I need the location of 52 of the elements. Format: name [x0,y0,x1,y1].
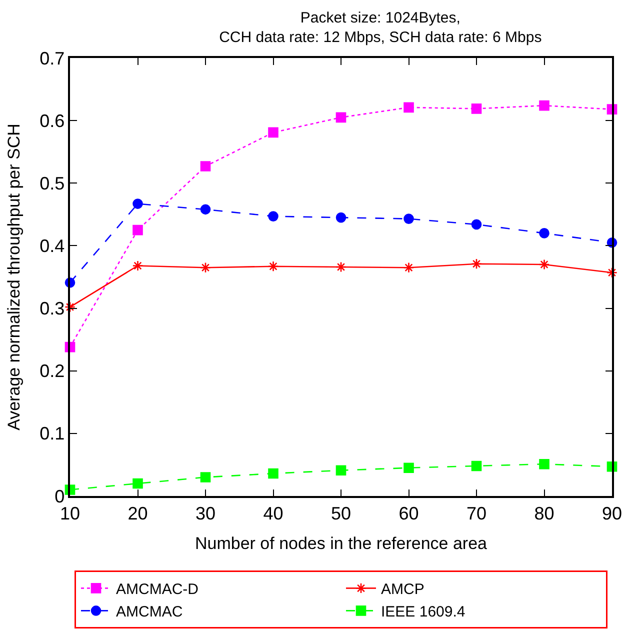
point [132,198,143,209]
x-tick-label: 30 [195,503,216,524]
point [132,224,143,236]
point [471,219,482,230]
point [336,112,346,123]
point [538,259,550,270]
point [471,104,482,114]
point [336,465,346,476]
point [64,302,76,312]
y-tick-label: 0.2 [40,361,65,382]
x-tick-label: 50 [330,503,352,524]
legend-label: AMCP [381,581,424,598]
point [200,262,211,274]
point [336,262,346,272]
point [200,161,211,172]
point [200,204,211,215]
y-axis-title: Average normalized throughput per SCH [4,124,24,430]
point [200,472,211,482]
legend-label: AMCMAC [116,604,183,621]
y-tick-label: 0.7 [40,48,65,68]
point [268,468,278,479]
point [404,102,414,113]
y-tick-label: 0.5 [40,173,65,194]
y-tick-label: 0.1 [40,424,65,444]
x-axis-title: Number of nodes in the reference area [194,534,488,554]
point [268,211,278,222]
point [471,258,482,270]
point [268,260,279,272]
point [471,460,482,472]
point [539,458,550,470]
legend-label: AMCMAC-D [116,581,199,598]
y-tick-label: 0.4 [40,236,65,256]
x-tick-label: 90 [602,503,622,524]
chart-title: Packet size: 1024Bytes, CCH data rate: 12 Mbps, SCH data rate: 6 Mbps [219,9,542,46]
y-tick-label: 0.6 [40,110,65,131]
point [404,462,414,473]
point [132,478,143,489]
x-tick-label: 80 [534,503,554,524]
legend-label: IEEE 1609.4 [381,604,466,621]
x-tick-label: 70 [466,503,487,524]
x-tick-label: 40 [263,503,284,524]
point [404,214,414,224]
point [336,212,346,223]
point [539,100,550,111]
point [268,127,278,138]
point [403,262,414,274]
point [132,260,144,272]
y-tick-label: 0.3 [40,298,65,319]
x-tick-label: 60 [398,503,419,524]
point [539,228,550,238]
x-tick-label: 20 [128,503,148,524]
point [606,267,618,278]
